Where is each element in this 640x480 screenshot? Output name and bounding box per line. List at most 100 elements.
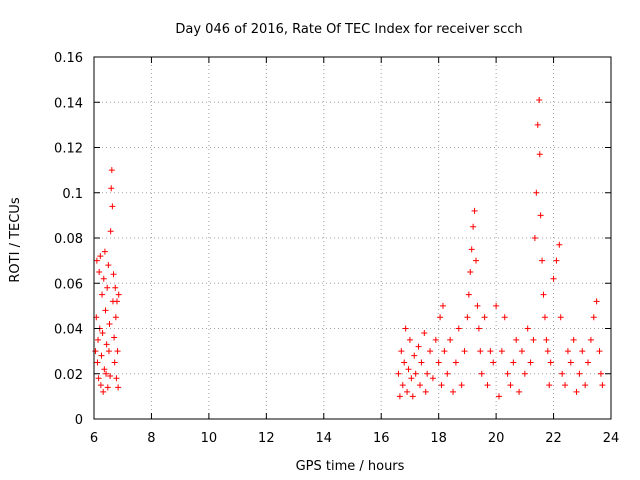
data-point [495,393,502,400]
x-tick-label: 16 [373,431,390,446]
data-point [590,314,597,321]
data-point [467,268,474,275]
data-point [437,314,444,321]
data-point [106,320,113,327]
data-point [478,370,485,377]
data-point [92,348,99,355]
data-point [438,382,445,389]
data-point [95,336,102,343]
data-point [93,257,100,264]
x-axis-label: GPS time / hours [296,459,405,474]
data-point [111,359,118,366]
data-point [111,334,118,341]
data-point [596,348,603,355]
data-point [99,291,106,298]
data-point [439,302,446,309]
data-point [562,382,569,389]
data-point [540,291,547,298]
data-point [402,325,409,332]
data-point [115,384,122,391]
data-point [518,348,525,355]
data-point [579,348,586,355]
data-point [395,370,402,377]
data-point [556,241,563,248]
data-point [550,275,557,282]
data-point [399,382,406,389]
x-tick-label: 18 [430,431,447,446]
x-tick-label: 20 [488,431,505,446]
x-tick-labels: 6 8 10 12 14 16 18 20 22 24 [90,431,619,446]
data-point [406,336,413,343]
y-tick-label: 0 [75,413,83,428]
data-point [103,341,110,348]
chart-title: Day 046 of 2016, Rate Of TEC Index for r… [175,22,522,37]
data-point [108,167,115,174]
data-point [416,382,423,389]
y-tick-label: 0.02 [54,368,83,383]
data-point [576,370,583,377]
data-point [458,382,465,389]
x-tick-label: 22 [545,431,562,446]
y-axis-label: ROTI / TECUs [8,197,23,282]
data-point [461,348,468,355]
axis-ticks [93,56,612,420]
data-point [553,257,560,264]
data-point [108,185,115,192]
data-point [100,388,107,395]
data-point [490,359,497,366]
x-tick-label: 24 [603,431,620,446]
data-point [100,275,107,282]
data-point [103,370,110,377]
y-tick-label: 0.06 [54,277,83,292]
data-point [114,348,121,355]
data-point [107,373,114,380]
data-point [398,348,405,355]
data-point [432,336,439,343]
data-point [539,257,546,264]
data-point [109,203,116,210]
data-point [531,235,538,241]
y-tick-label: 0.04 [54,323,83,338]
data-point [427,348,434,355]
y-tick-label: 0.1 [62,187,83,202]
data-point [96,268,103,275]
data-point [105,262,112,269]
data-point [412,370,419,377]
data-point [409,393,416,400]
data-point [498,348,505,355]
x-tick-label: 8 [147,431,155,446]
data-point [533,189,540,196]
data-point [470,223,477,230]
data-point [585,359,592,366]
data-point [573,388,580,395]
y-tick-label: 0.08 [54,232,83,247]
data-point [95,375,102,382]
data-point [415,343,422,350]
y-tick-label: 0.12 [54,142,83,157]
data-point [105,348,112,355]
data-point [104,284,111,291]
grid-lines [94,57,611,419]
data-point [524,325,531,332]
data-point [564,348,571,355]
data-point [587,336,594,343]
data-point [541,314,548,321]
data-point [113,375,120,382]
data-point [424,370,431,377]
data-point [422,388,429,395]
data-point [521,370,528,377]
data-point [465,291,472,298]
data-point [527,359,534,366]
data-point [530,336,537,343]
data-point [507,382,514,389]
data-point [455,325,462,332]
data-point [110,271,117,278]
data-point [115,291,122,298]
data-point [112,314,119,321]
data-point [102,307,109,314]
data-point [487,348,494,355]
data-point [537,212,544,219]
data-point [421,330,428,337]
data-point [536,96,543,103]
data-point [452,359,459,366]
